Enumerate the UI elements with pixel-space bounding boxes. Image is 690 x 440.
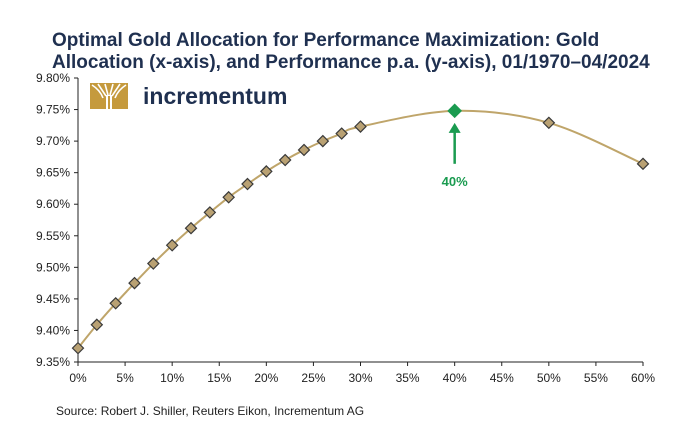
y-tick-label: 9.35% bbox=[36, 355, 70, 369]
data-point bbox=[278, 153, 292, 167]
logo-wordmark: incrementum bbox=[143, 83, 287, 109]
chart-title: Optimal Gold Allocation for Performance … bbox=[52, 30, 672, 74]
source-note: Source: Robert J. Shiller, Reuters Eikon… bbox=[56, 404, 365, 418]
x-tick-label: 30% bbox=[348, 371, 372, 385]
x-tick-label: 25% bbox=[301, 371, 325, 385]
y-tick-label: 9.45% bbox=[36, 292, 70, 306]
data-point bbox=[203, 206, 217, 219]
annotation-arrow-head bbox=[448, 122, 461, 133]
chart-title-line-2: Allocation (x-axis), and Performance p.a… bbox=[52, 52, 650, 73]
x-tick-label: 45% bbox=[490, 371, 514, 385]
data-point bbox=[222, 190, 236, 204]
data-point bbox=[542, 116, 556, 130]
data-point bbox=[165, 238, 179, 252]
data-point bbox=[109, 296, 123, 310]
data-point bbox=[128, 276, 141, 290]
data-point bbox=[71, 341, 85, 355]
x-tick-label: 5% bbox=[116, 371, 134, 385]
data-point bbox=[636, 157, 650, 171]
x-tick-label: 35% bbox=[396, 371, 420, 385]
series-layer bbox=[71, 103, 650, 355]
y-tick-label: 9.65% bbox=[36, 166, 70, 180]
optimum-label: 40% bbox=[442, 174, 468, 189]
x-tick-label: 10% bbox=[160, 371, 184, 385]
x-tick-label: 20% bbox=[254, 371, 278, 385]
y-tick-label: 9.70% bbox=[36, 134, 70, 148]
data-point bbox=[241, 177, 254, 191]
data-point bbox=[335, 127, 349, 140]
data-point bbox=[259, 165, 273, 178]
series-line bbox=[77, 109, 644, 349]
data-point bbox=[316, 134, 330, 148]
tree-icon bbox=[90, 83, 128, 109]
x-tick-label: 60% bbox=[631, 371, 655, 385]
y-tick-label: 9.75% bbox=[36, 103, 70, 117]
x-tick-label: 0% bbox=[69, 371, 87, 385]
x-tick-label: 50% bbox=[537, 371, 561, 385]
x-tick-label: 40% bbox=[443, 371, 467, 385]
y-tick-label: 9.60% bbox=[36, 197, 70, 211]
incrementum-logo: incrementum bbox=[90, 83, 287, 109]
data-point bbox=[297, 143, 311, 157]
optimum-point bbox=[447, 103, 463, 119]
y-tick-label: 9.50% bbox=[36, 260, 70, 274]
chart-title-line-1: Optimal Gold Allocation for Performance … bbox=[52, 30, 600, 51]
axes: 9.35% 9.40% 9.45% 9.50% 9.55% 9.60% 9.65% 9.70%… bbox=[36, 71, 655, 385]
optimum-annotation: 40% bbox=[442, 122, 468, 189]
y-tick-label: 9.55% bbox=[36, 229, 70, 243]
y-tick-label: 9.40% bbox=[36, 323, 70, 337]
data-point bbox=[90, 318, 104, 332]
data-point bbox=[146, 257, 160, 270]
x-tick-label: 15% bbox=[207, 371, 231, 385]
y-tick-label: 9.80% bbox=[36, 71, 70, 85]
data-point bbox=[184, 221, 198, 235]
x-tick-label: 55% bbox=[584, 371, 608, 385]
data-point bbox=[354, 120, 367, 133]
